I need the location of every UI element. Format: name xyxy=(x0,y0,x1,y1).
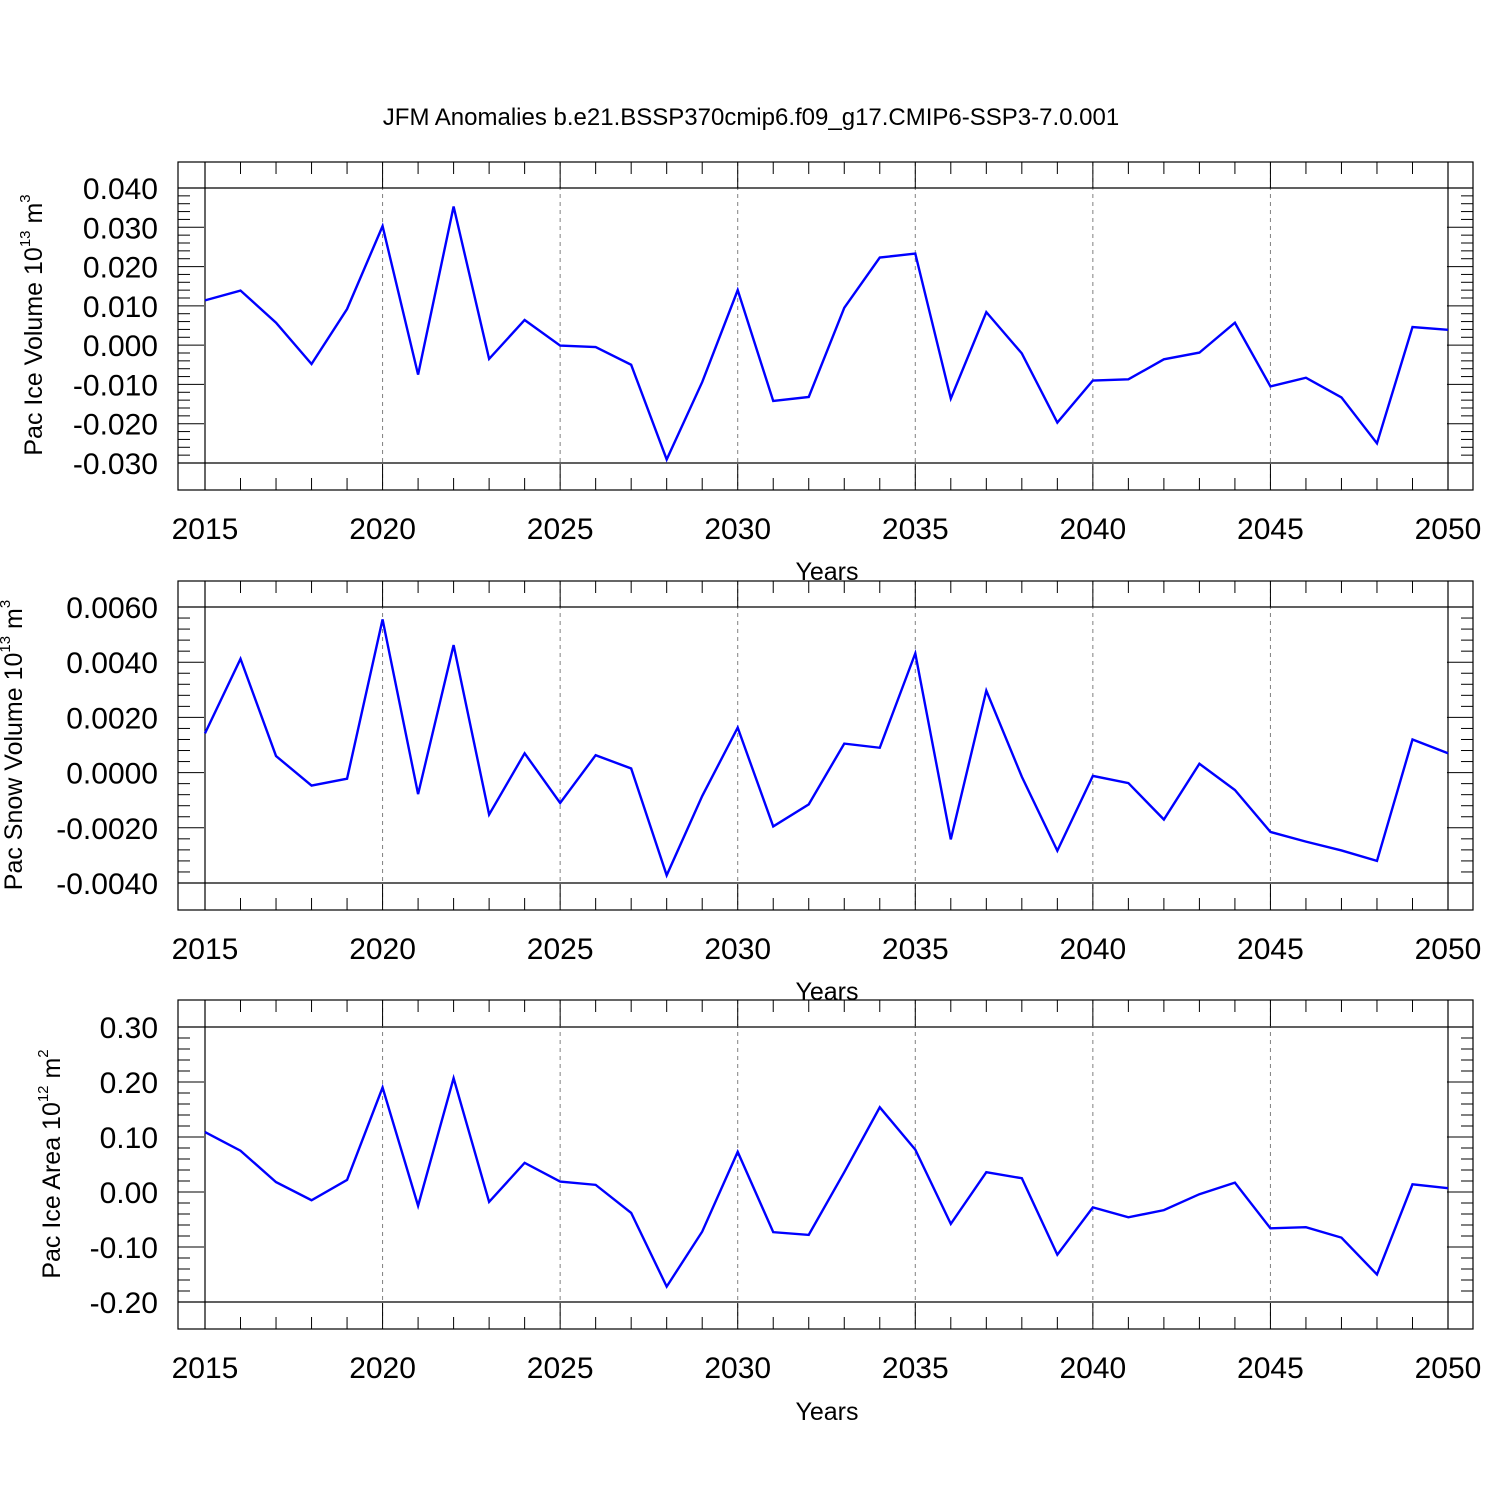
y-axis-label-unit-exponent: 3 xyxy=(0,600,14,608)
series-line xyxy=(204,206,1449,463)
x-tick-label: 2020 xyxy=(349,1352,416,1385)
x-tick-label: 2030 xyxy=(704,933,771,966)
y-axis-label-exponent: 13 xyxy=(17,230,34,247)
x-tick-label: 2025 xyxy=(527,933,594,966)
x-tick-label: 2035 xyxy=(882,933,949,966)
y-axis-label-unit: m xyxy=(38,1058,66,1086)
panel-snow-volume: Years Pac Snow Volume 1013 m3 0.0060 0.00… xyxy=(0,580,1482,1006)
y-tick-label: 0.020 xyxy=(83,252,158,285)
figure-title: JFM Anomalies b.e21.BSSP370cmip6.f09_g17… xyxy=(383,104,1119,131)
x-tick-label: 2035 xyxy=(882,513,949,546)
panel-ice-volume: Years Pac Ice Volume 1013 m3 0.040 0.030 0… xyxy=(17,161,1482,586)
x-tick-label: 2015 xyxy=(172,1352,239,1385)
y-axis-label-unit: m xyxy=(0,608,28,636)
x-tick-label: 2015 xyxy=(172,513,239,546)
x-tick-label: 2030 xyxy=(704,513,771,546)
y-axis-label-exponent: 13 xyxy=(0,636,14,653)
y-tick-label: 0.010 xyxy=(83,291,158,324)
y-tick-label: -0.020 xyxy=(73,409,158,442)
y-tick-label: 0.030 xyxy=(83,212,158,245)
x-axis-label: Years xyxy=(795,978,858,1006)
y-axis-label: Pac Ice Area 1012 m2 xyxy=(35,1049,66,1278)
y-axis-label-unit-exponent: 3 xyxy=(17,194,34,202)
y-axis-label: Pac Ice Volume 1013 m3 xyxy=(17,194,48,455)
y-tick-label: 0.10 xyxy=(100,1122,158,1155)
y-axis-label-text: Pac Snow Volume 10 xyxy=(0,653,28,891)
x-tick-label: 2020 xyxy=(349,933,416,966)
series-line xyxy=(204,1073,1449,1290)
plot-frame xyxy=(177,999,1474,1330)
plot-frame xyxy=(177,161,1474,491)
x-tick-label: 2030 xyxy=(704,1352,771,1385)
x-tick-label: 2040 xyxy=(1059,933,1126,966)
y-tick-label: 0.040 xyxy=(83,173,158,206)
y-axis-label-text: Pac Ice Area 10 xyxy=(38,1102,66,1279)
y-tick-label: -0.0020 xyxy=(56,813,158,846)
x-tick-label: 2045 xyxy=(1237,933,1304,966)
x-tick-label: 2035 xyxy=(882,1352,949,1385)
x-tick-label: 2050 xyxy=(1415,933,1482,966)
y-axis-label: Pac Snow Volume 1013 m3 xyxy=(0,600,28,890)
y-tick-label: -0.030 xyxy=(73,448,158,481)
x-tick-label: 2020 xyxy=(349,513,416,546)
y-tick-label: -0.0040 xyxy=(56,868,158,901)
y-tick-label: 0.00 xyxy=(100,1177,158,1210)
y-tick-label: 0.20 xyxy=(100,1067,158,1100)
y-axis-label-text: Pac Ice Volume 10 xyxy=(20,247,48,455)
y-tick-label: -0.10 xyxy=(90,1232,158,1265)
x-tick-label: 2040 xyxy=(1059,1352,1126,1385)
x-tick-label: 2050 xyxy=(1415,1352,1482,1385)
x-tick-label: 2025 xyxy=(527,513,594,546)
plot-frame xyxy=(177,580,1474,911)
x-tick-label: 2015 xyxy=(172,933,239,966)
x-tick-label: 2050 xyxy=(1415,513,1482,546)
y-tick-label: 0.0060 xyxy=(66,592,158,625)
y-tick-label: -0.010 xyxy=(73,369,158,402)
y-tick-label: 0.0020 xyxy=(66,702,158,735)
panel-ice-area: Years Pac Ice Area 1012 m2 0.30 0.20 0.10 0… xyxy=(35,999,1482,1426)
y-tick-label: 0.000 xyxy=(83,330,158,363)
y-tick-label: 0.30 xyxy=(100,1012,158,1045)
x-axis-label: Years xyxy=(795,1398,858,1426)
y-axis-label-exponent: 12 xyxy=(35,1085,52,1102)
y-tick-label: 0.0040 xyxy=(66,647,158,680)
x-axis-label: Years xyxy=(795,558,858,586)
y-axis-label-unit-exponent: 2 xyxy=(35,1049,52,1057)
x-tick-label: 2045 xyxy=(1237,1352,1304,1385)
x-tick-label: 2040 xyxy=(1059,513,1126,546)
x-tick-label: 2025 xyxy=(527,1352,594,1385)
series-line xyxy=(203,619,1449,879)
x-tick-label: 2045 xyxy=(1237,513,1304,546)
y-tick-label: 0.0000 xyxy=(66,758,158,791)
y-tick-label: -0.20 xyxy=(90,1287,158,1320)
y-axis-label-unit: m xyxy=(20,203,48,231)
